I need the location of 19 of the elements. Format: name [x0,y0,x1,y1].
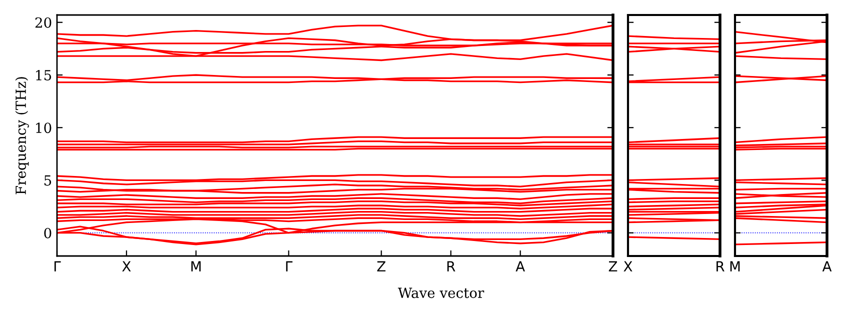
x-axis-title: Wave vector [398,288,484,298]
y-tick-label: 5 [44,175,52,186]
x-tick-label: Z [377,261,386,272]
y-tick-label: 0 [44,228,52,238]
x-tick-label: Z [608,261,618,272]
x-tick-label: R [716,261,724,272]
x-tick-label: Γ [286,261,292,272]
x-tick-label: X [122,261,131,272]
y-tick-label: 10 [36,122,52,134]
x-tick-label: A [822,261,832,272]
x-tick-label: M [730,261,740,272]
x-tick-label: R [447,261,456,272]
x-tick-label: Γ [54,261,61,272]
y-axis-title: Frequency (THz) [15,77,29,194]
y-tick-label: 20 [35,17,52,28]
x-tick-label: M [191,261,201,272]
y-tick-label: 15 [36,70,52,80]
x-tick-label: A [516,261,525,272]
x-tick-label: X [624,261,632,272]
